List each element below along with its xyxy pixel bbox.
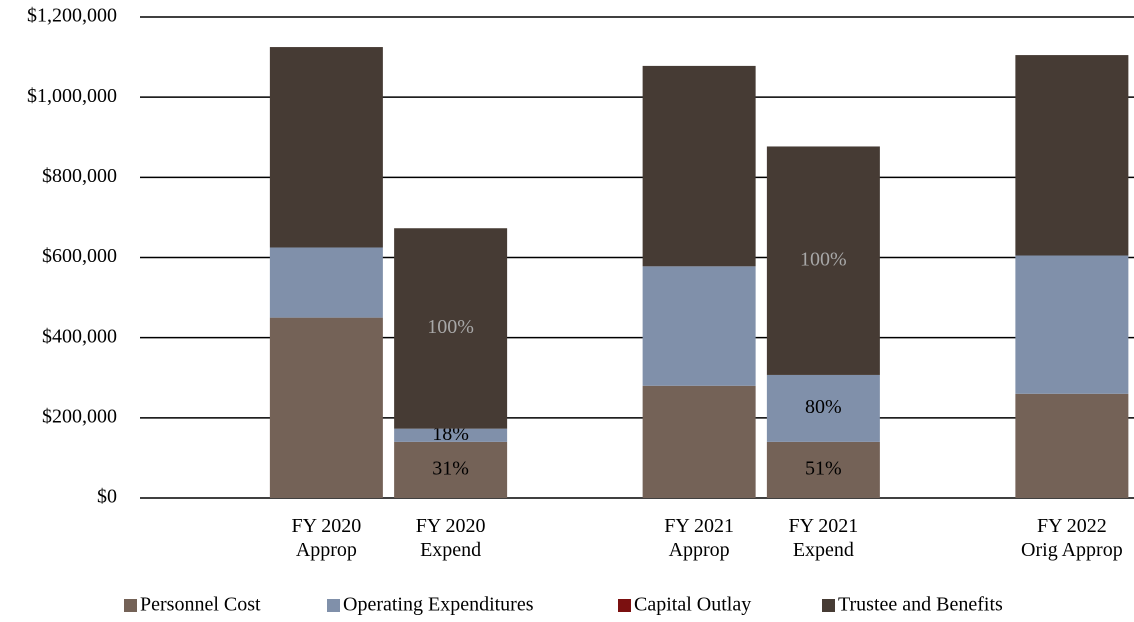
- data-label: 31%: [432, 458, 469, 480]
- x-tick-label: FY 2020 Expend: [416, 515, 486, 561]
- bar-segment: [766, 374, 880, 442]
- bar-segment: [642, 65, 756, 267]
- legend-swatch: [327, 599, 340, 612]
- y-tick-label: $400,000: [42, 325, 117, 347]
- bar-segment: [1015, 393, 1129, 498]
- x-tick-label: FY 2021 Expend: [788, 515, 858, 561]
- legend-label: Operating Expenditures: [343, 594, 534, 616]
- bar-segment: [766, 441, 880, 498]
- bar-segment: [642, 266, 756, 386]
- y-tick-label: $200,000: [42, 405, 117, 427]
- y-tick-label: $600,000: [42, 245, 117, 267]
- bar-segment: [1015, 255, 1129, 394]
- data-label: 51%: [805, 458, 842, 480]
- legend-swatch: [822, 599, 835, 612]
- legend-label: Capital Outlay: [634, 594, 751, 616]
- bar-segment: [394, 228, 508, 429]
- legend-swatch: [124, 599, 137, 612]
- x-tick-label: FY 2021 Approp: [664, 515, 734, 561]
- x-tick-label: FY 2022 Orig Approp: [1021, 515, 1123, 561]
- data-label: 100%: [427, 316, 474, 338]
- bar-segment: [394, 441, 508, 498]
- bar-segment: [269, 317, 383, 498]
- y-tick-label: $1,200,000: [27, 5, 117, 27]
- legend-label: Trustee and Benefits: [838, 594, 1003, 616]
- y-tick-label: $800,000: [42, 165, 117, 187]
- bar-segment: [394, 428, 508, 442]
- y-tick-label: $1,000,000: [27, 85, 117, 107]
- y-tick-label: $0: [97, 486, 117, 508]
- bar-segment: [642, 385, 756, 498]
- bar-segment: [766, 146, 880, 375]
- legend-swatch: [618, 599, 631, 612]
- bar-segment: [1015, 55, 1129, 256]
- data-label: 100%: [800, 248, 847, 270]
- legend-label: Personnel Cost: [140, 594, 261, 616]
- data-label: 80%: [805, 396, 842, 418]
- x-tick-label: FY 2020 Approp: [291, 515, 361, 561]
- bar-segment: [269, 47, 383, 248]
- bar-segment: [269, 247, 383, 318]
